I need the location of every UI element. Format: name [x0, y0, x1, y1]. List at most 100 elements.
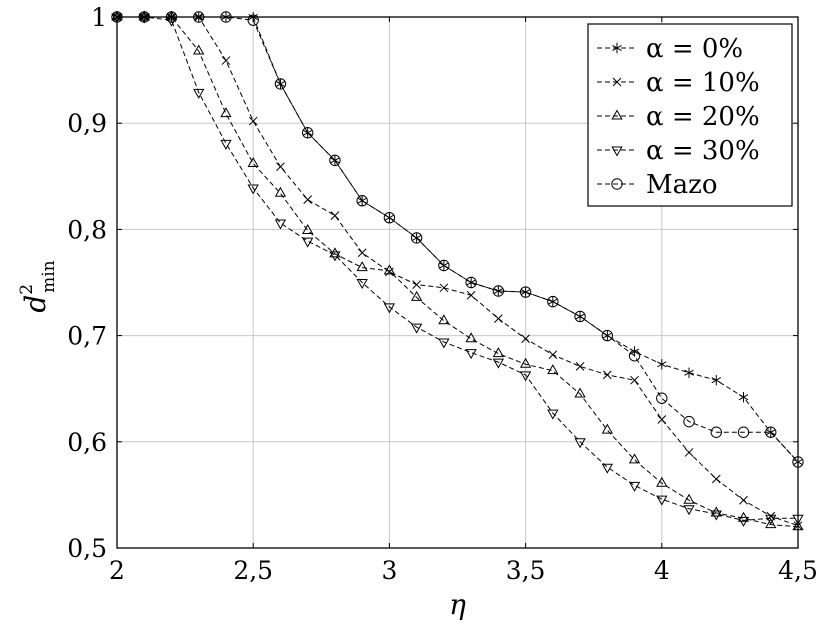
marker-triangle-down [611, 146, 623, 157]
legend-label: α = 10% [646, 68, 760, 98]
marker-asterisk [520, 286, 531, 298]
y-axis-label-sup: 2 [17, 284, 37, 295]
marker-triangle-up [438, 314, 450, 325]
marker-asterisk [302, 127, 313, 138]
marker-triangle-up [329, 247, 341, 258]
marker-triangle-up [765, 518, 777, 529]
marker-triangle-up [683, 493, 695, 504]
marker-cross [248, 116, 258, 126]
marker-circle [611, 178, 623, 190]
marker-cross [330, 211, 340, 220]
marker-circle [765, 426, 777, 438]
marker-cross [657, 415, 667, 424]
marker-cross [466, 290, 476, 300]
marker-cross [357, 248, 367, 258]
legend-box [587, 23, 793, 207]
marker-circle [301, 127, 314, 139]
marker-cross [221, 56, 231, 65]
legend-label: α = 30% [646, 136, 760, 166]
marker-circle [737, 426, 750, 438]
marker-triangle-up [574, 387, 586, 398]
marker-triangle-up [492, 347, 505, 358]
marker-cross [439, 283, 449, 293]
marker-triangle-down [465, 349, 477, 360]
marker-circle [465, 276, 477, 289]
marker-asterisk [766, 427, 776, 438]
marker-circle [383, 212, 396, 224]
legend-entry: α = 20% [597, 102, 760, 132]
marker-cross [412, 280, 421, 289]
marker-triangle-down [601, 463, 613, 474]
x-tick-label: 3 [381, 556, 397, 585]
series-group [111, 10, 804, 531]
marker-triangle-up [274, 186, 287, 197]
marker-cross [630, 375, 639, 385]
marker-triangle-down [656, 495, 668, 506]
marker-triangle-up [220, 107, 232, 118]
y-tick-label: 1 [91, 3, 107, 32]
marker-triangle-down [737, 516, 750, 527]
marker-triangle-up [356, 261, 368, 272]
marker-circle [683, 415, 695, 428]
marker-triangle-up [165, 10, 178, 21]
marker-triangle-down [302, 237, 314, 248]
marker-triangle-down [138, 13, 150, 24]
marker-circle [547, 295, 559, 308]
y-axis-label: d2 min [17, 260, 59, 312]
marker-asterisk [711, 375, 722, 386]
legend-label: α = 0% [646, 34, 743, 64]
marker-cross [575, 362, 585, 371]
legend-entry: Mazo [597, 170, 717, 200]
marker-circle [410, 232, 423, 244]
series-line [117, 16, 799, 527]
y-tick-label: 0,7 [67, 322, 107, 351]
marker-triangle-down [519, 371, 532, 382]
y-tick-label: 0,9 [67, 109, 107, 138]
marker-circle [710, 426, 722, 438]
marker-circle [601, 329, 614, 342]
x-tick-label: 3,5 [506, 556, 546, 585]
marker-circle [519, 286, 532, 298]
marker-triangle-up [247, 157, 259, 168]
legend: α = 0% α = 10% α = 20% α = 30% Mazo [587, 23, 793, 207]
marker-triangle-down [356, 279, 368, 290]
marker-cross [276, 162, 285, 172]
x-tick-label: 4,5 [778, 556, 817, 585]
legend-label: α = 20% [646, 102, 760, 132]
marker-cross [548, 350, 558, 360]
marker-circle [628, 350, 641, 362]
marker-cross [602, 370, 612, 380]
x-tick-label: 4 [654, 556, 670, 585]
marker-triangle-up [465, 332, 477, 343]
marker-triangle-down [438, 338, 450, 349]
marker-asterisk [684, 367, 694, 378]
marker-triangle-down [410, 323, 423, 334]
series-line [117, 16, 798, 521]
marker-triangle-down [547, 409, 559, 420]
marker-triangle-up [410, 290, 423, 301]
x-axis-label: η [449, 588, 466, 621]
legend-label: Mazo [646, 170, 717, 200]
legend-entry: α = 10% [597, 68, 760, 98]
marker-triangle-down [765, 514, 777, 525]
marker-asterisk [275, 78, 286, 90]
marker-circle [274, 78, 287, 90]
marker-triangle-up [611, 109, 623, 120]
marker-triangle-down [628, 481, 641, 492]
y-tick-label: 0,5 [67, 534, 107, 563]
series-3 [111, 13, 804, 527]
marker-circle [356, 195, 368, 207]
tick-labels: 2 2,5 3 3,5 4 4,5 0,5 0,6 0,7 0,8 0,9 1 [67, 3, 817, 585]
marker-triangle-down [574, 438, 586, 449]
legend-entry: α = 0% [597, 34, 743, 64]
marker-circle [492, 285, 505, 297]
marker-triangle-up [383, 264, 396, 275]
marker-triangle-up [302, 223, 314, 234]
y-tick-label: 0,6 [67, 428, 107, 457]
marker-triangle-up [519, 357, 532, 368]
y-axis-label-main: d [19, 295, 52, 313]
marker-triangle-down [492, 358, 505, 369]
marker-triangle-up [193, 44, 205, 55]
marker-triangle-down [111, 13, 123, 24]
